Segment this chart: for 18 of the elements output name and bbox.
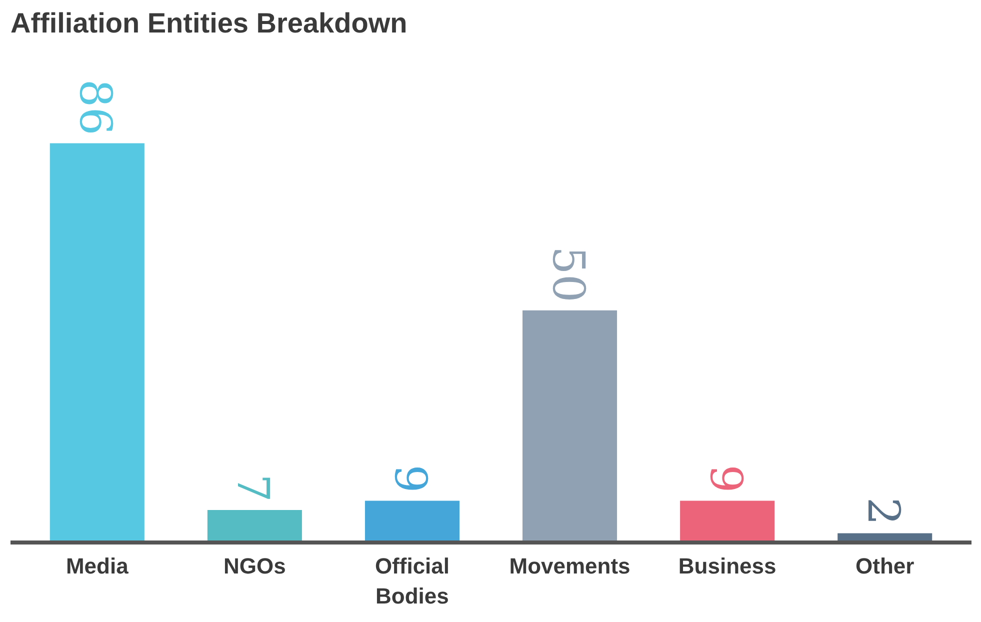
x-tick-label: Movements xyxy=(509,554,630,578)
bar xyxy=(522,310,618,542)
bar xyxy=(50,143,144,542)
x-tick-label: Media xyxy=(66,554,130,578)
bar xyxy=(680,500,775,542)
data-label: 9 xyxy=(700,464,751,493)
data-label: 9 xyxy=(384,464,436,493)
bar xyxy=(207,510,302,542)
data-label: 7 xyxy=(227,474,278,502)
data-label: 86 xyxy=(70,79,121,136)
x-tick-label: Business xyxy=(678,554,776,578)
x-tick-label: Other xyxy=(856,554,915,578)
bar xyxy=(364,500,460,542)
chart-title: Affiliation Entities Breakdown xyxy=(10,8,408,38)
x-tick-label: NGOs xyxy=(224,554,286,578)
x-tick-label: Official Bodies xyxy=(374,554,450,608)
data-label: 2 xyxy=(857,497,908,526)
data-label: 50 xyxy=(542,246,594,302)
